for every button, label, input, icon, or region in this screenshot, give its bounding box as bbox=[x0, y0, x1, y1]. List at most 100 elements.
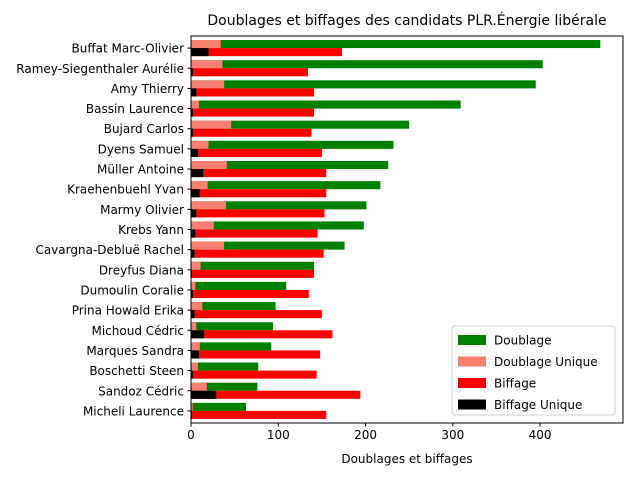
bar-doublage-unique bbox=[191, 302, 203, 311]
bar-biffage bbox=[191, 68, 308, 77]
bar-biffage bbox=[191, 169, 327, 178]
x-axis-ticks: 0 100 200 300 400 bbox=[187, 423, 552, 442]
legend-swatch bbox=[458, 356, 486, 367]
y-tick-label: Ramey-Siegenthaler Aurélie bbox=[16, 62, 184, 76]
bar-doublage bbox=[191, 201, 367, 210]
bar-biffage bbox=[191, 128, 312, 137]
legend-label: Biffage Unique bbox=[494, 398, 582, 412]
y-tick-label: Bujard Carlos bbox=[104, 122, 184, 136]
bar-doublage bbox=[191, 322, 274, 331]
legend-swatch bbox=[458, 378, 486, 388]
bar-doublage bbox=[191, 40, 601, 49]
bar-doublage-unique bbox=[191, 40, 221, 49]
x-tick-label: 200 bbox=[354, 428, 377, 442]
bar-biffage-unique bbox=[191, 289, 193, 299]
bar-doublage bbox=[191, 120, 410, 129]
bar-biffage bbox=[191, 189, 327, 198]
plot-frame bbox=[190, 35, 624, 424]
bar-doublage-unique bbox=[191, 160, 227, 170]
bar-biffage bbox=[191, 88, 315, 97]
bar-biffage bbox=[191, 229, 318, 238]
x-tick-label: 400 bbox=[529, 428, 552, 442]
bar-biffage bbox=[191, 48, 342, 57]
bar-doublage-unique bbox=[191, 322, 197, 331]
bar-biffage bbox=[191, 390, 361, 399]
bar-biffage bbox=[191, 350, 321, 359]
bars bbox=[191, 40, 601, 419]
bar-doublage bbox=[191, 362, 259, 371]
bar-doublage-unique bbox=[191, 80, 225, 89]
bar-biffage-unique bbox=[191, 330, 205, 339]
bar-biffage bbox=[191, 249, 324, 258]
bar-doublage bbox=[191, 100, 461, 109]
y-tick-label: Marques Sandra bbox=[86, 344, 184, 358]
x-tick-label: 100 bbox=[267, 428, 290, 442]
legend-label: Biffage bbox=[494, 377, 536, 391]
x-axis-label: Doublages et biffages bbox=[341, 452, 472, 466]
legend: Doublage Doublage Unique Biffage Biffage Un… bbox=[451, 325, 616, 416]
bar-doublage bbox=[191, 140, 394, 149]
bar-doublage bbox=[191, 181, 381, 190]
bar-doublage-unique bbox=[191, 402, 193, 411]
y-tick-label: Buffat Marc-Olivier bbox=[72, 42, 185, 56]
bar-biffage-unique bbox=[191, 68, 193, 77]
y-tick-label: Micheli Laurence bbox=[83, 404, 184, 418]
y-tick-label: Dreyfus Diana bbox=[99, 263, 184, 277]
bar-biffage bbox=[191, 209, 325, 218]
bar-doublage-unique bbox=[191, 281, 196, 290]
bar-biffage-unique bbox=[191, 209, 197, 218]
bar-doublage-unique bbox=[191, 362, 198, 371]
bar-biffage bbox=[191, 310, 322, 319]
bar-doublage-unique bbox=[191, 181, 208, 190]
y-tick-label: Dyens Samuel bbox=[98, 142, 184, 156]
bar-biffage bbox=[191, 269, 315, 278]
bar-doublage-unique bbox=[191, 342, 200, 351]
bar-doublage-unique bbox=[191, 382, 207, 391]
y-tick-label: Müller Antoine bbox=[97, 163, 184, 177]
bar-biffage bbox=[191, 410, 327, 419]
y-tick-label: Bassin Laurence bbox=[86, 102, 184, 116]
bar-doublage bbox=[191, 342, 272, 351]
bar-doublage bbox=[191, 302, 276, 311]
bar-doublage bbox=[191, 221, 364, 230]
bar-doublage bbox=[191, 60, 543, 69]
bar-biffage-unique bbox=[191, 189, 200, 198]
bar-biffage-unique bbox=[191, 88, 197, 97]
y-tick-label: Kraehenbuehl Yvan bbox=[67, 183, 184, 197]
bar-doublage bbox=[191, 261, 315, 270]
y-tick-label: Prina Howald Erika bbox=[72, 304, 184, 318]
y-tick-label: Sandoz Cédric bbox=[98, 384, 184, 398]
legend-label: Doublage bbox=[494, 334, 552, 348]
legend-swatch bbox=[458, 399, 486, 410]
bar-biffage bbox=[191, 108, 315, 117]
y-tick-label: Marmy Olivier bbox=[100, 203, 184, 217]
bar-biffage-unique bbox=[191, 370, 193, 379]
y-tick-label: Michoud Cédric bbox=[91, 324, 184, 338]
bar-doublage bbox=[191, 281, 287, 290]
bar-doublage-unique bbox=[191, 120, 232, 129]
bar-doublage-unique bbox=[191, 140, 209, 149]
bar-doublage-unique bbox=[191, 241, 225, 250]
bar-biffage-unique bbox=[191, 350, 199, 359]
legend-swatch bbox=[458, 335, 486, 345]
bar-biffage-unique bbox=[191, 148, 198, 157]
bar-biffage-unique bbox=[191, 169, 204, 178]
y-axis-ticks: Buffat Marc-Olivier Ramey-Siegenthaler Au… bbox=[16, 42, 191, 418]
bar-doublage-unique bbox=[191, 100, 199, 109]
bar-biffage bbox=[191, 289, 309, 299]
bar-doublage bbox=[191, 160, 389, 170]
y-tick-label: Amy Thierry bbox=[111, 82, 184, 96]
bar-biffage bbox=[191, 148, 322, 157]
bar-biffage-unique bbox=[191, 310, 195, 319]
legend-label: Doublage Unique bbox=[494, 355, 598, 369]
bar-doublage bbox=[191, 80, 536, 89]
bar-biffage-unique bbox=[191, 128, 193, 137]
bar-doublage-unique bbox=[191, 60, 223, 69]
y-tick-label: Boschetti Steen bbox=[89, 364, 184, 378]
bar-biffage-unique bbox=[191, 249, 195, 258]
bar-biffage-unique bbox=[191, 390, 217, 399]
bar-doublage-unique bbox=[191, 201, 226, 210]
bar-doublage-unique bbox=[191, 221, 214, 230]
bar-doublage-unique bbox=[191, 261, 201, 270]
